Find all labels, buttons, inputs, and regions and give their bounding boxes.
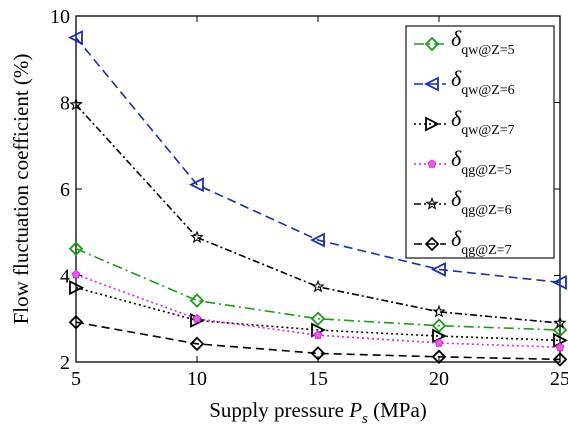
legend-box — [406, 26, 554, 258]
x-tick-label: 15 — [308, 368, 328, 390]
x-tick-label: 20 — [429, 368, 449, 390]
x-axis-label-prefix: Supply pressure — [209, 398, 349, 422]
y-tick-label: 2 — [60, 352, 70, 374]
y-tick-label: 8 — [60, 93, 70, 115]
x-tick-label: 25 — [550, 368, 568, 390]
x-tick-label: 10 — [187, 368, 207, 390]
x-axis-label-symbol: P — [348, 398, 362, 422]
x-axis-label: Supply pressure Ps (MPa) — [209, 398, 427, 426]
y-axis-label: Flow fluctuation coefficient (%) — [9, 54, 33, 325]
x-tick-label: 5 — [71, 368, 81, 390]
y-tick-label: 4 — [60, 266, 70, 288]
legend: δqw@Z=5δqw@Z=6δqw@Z=7δqg@Z=5δqg@Z=6δqg@Z… — [406, 26, 554, 258]
y-tick-label: 10 — [50, 6, 70, 28]
x-axis-label-suffix: (MPa) — [368, 398, 427, 422]
y-tick-label: 6 — [60, 179, 70, 201]
